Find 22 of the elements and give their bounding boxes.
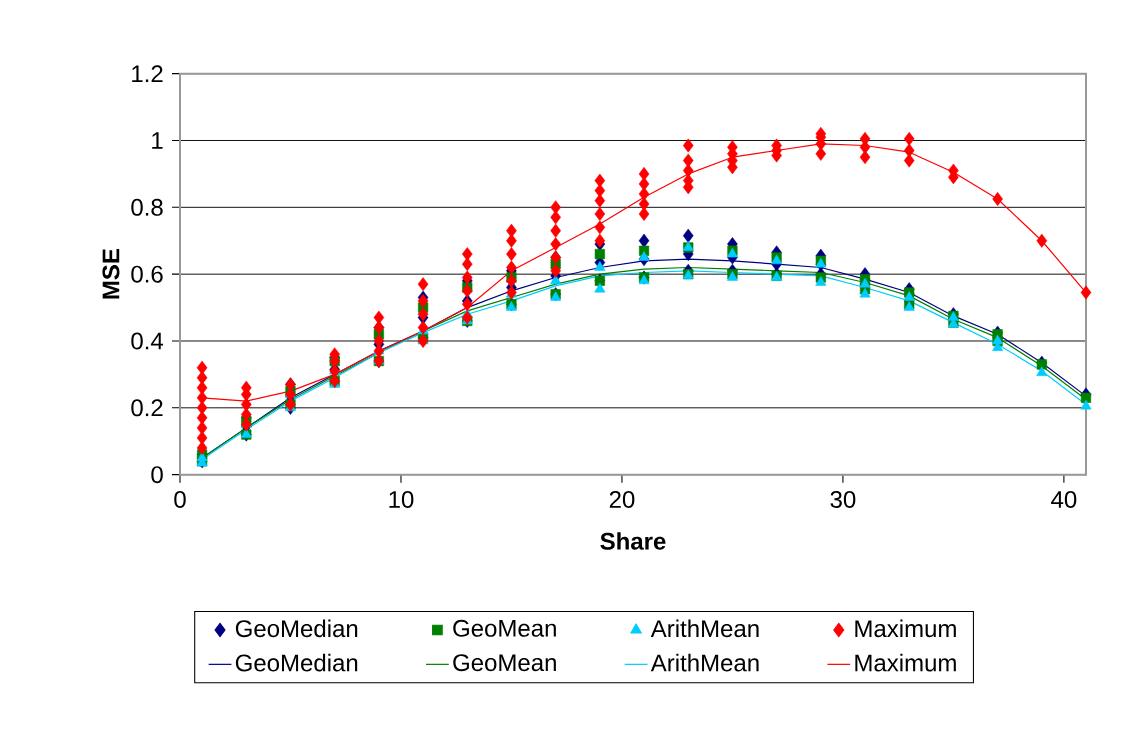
legend-label: GeoMedian bbox=[235, 654, 358, 672]
y-axis-title: MSE bbox=[102, 249, 120, 299]
x-tick-label: 0 bbox=[174, 491, 186, 509]
y-tick-label: 0.8 bbox=[131, 198, 163, 216]
x-tick-label: 30 bbox=[830, 491, 856, 509]
x-tick-label: 40 bbox=[1051, 491, 1077, 509]
x-axis-title: Share bbox=[600, 532, 666, 550]
legend-label: Maximum bbox=[855, 654, 956, 672]
y-tick-label: 0 bbox=[151, 466, 163, 484]
legend-label: GeoMean bbox=[453, 620, 556, 638]
y-tick-label: 1 bbox=[152, 132, 163, 149]
legend-label: ArithMean bbox=[650, 619, 759, 638]
legend-label: ArithMean bbox=[650, 654, 759, 672]
y-tick-label: 0.6 bbox=[131, 265, 163, 283]
y-tick-label: 0.2 bbox=[131, 399, 163, 417]
legend-label: Maximum bbox=[855, 619, 956, 638]
legend-label: GeoMean bbox=[453, 654, 556, 672]
x-tick-label: 20 bbox=[609, 491, 635, 509]
x-tick-label: 10 bbox=[389, 491, 414, 509]
legend-label: GeoMedian bbox=[235, 619, 358, 638]
y-tick-label: 0.4 bbox=[131, 332, 164, 350]
y-tick-label: 1.2 bbox=[132, 65, 163, 83]
